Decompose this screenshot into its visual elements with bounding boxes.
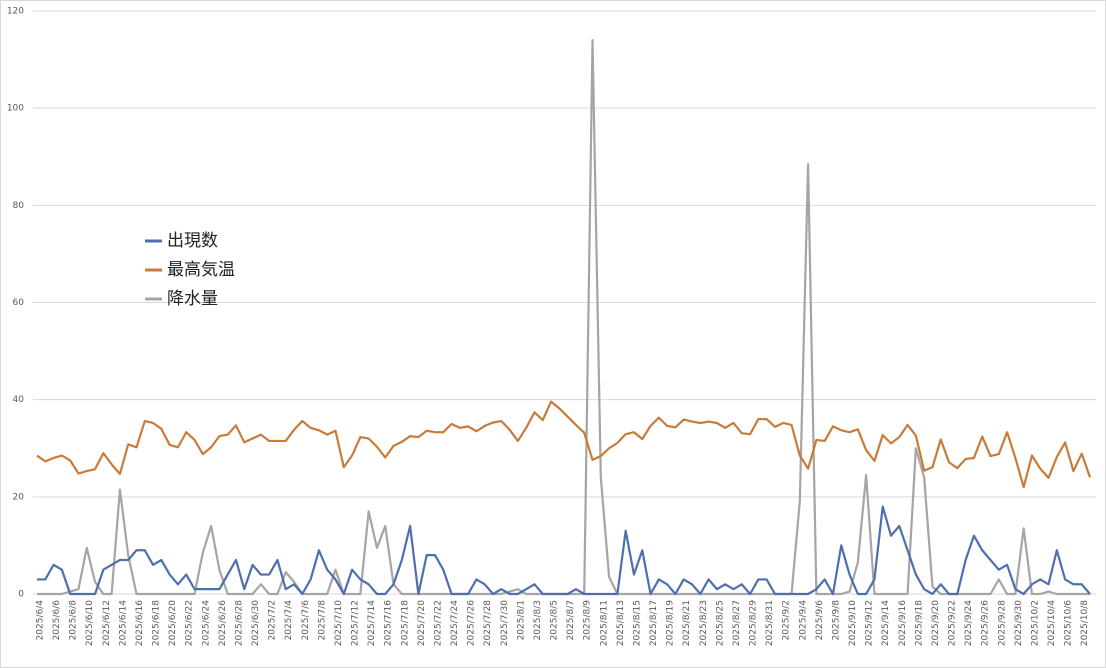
x-tick-label: 2025/8/9: [583, 600, 593, 641]
x-tick-label: 2025/6/4: [36, 600, 46, 641]
x-tick-label: 2025/8/31: [765, 600, 775, 646]
y-tick-label: 60: [13, 298, 25, 308]
x-tick-label: 2025/9/16: [898, 600, 908, 646]
y-tick-label: 100: [7, 104, 24, 114]
series-line: [36, 400, 1092, 489]
x-tick-label: 2025/6/10: [85, 600, 95, 646]
x-tick-label: 2025/7/14: [367, 600, 377, 646]
x-tick-label: 2025/7/30: [500, 600, 510, 646]
x-tick-label: 2025/8/7: [566, 600, 576, 640]
x-tick-label: 2025/7/28: [483, 600, 493, 646]
x-tick-label: 2025/8/3: [533, 600, 543, 640]
x-tick-label: 2025/10/8: [1080, 600, 1090, 646]
x-tick-label: 2025/6/14: [118, 600, 128, 646]
x-tick-label: 2025/6/16: [135, 600, 145, 646]
x-tick-label: 2025/9/12: [865, 600, 875, 646]
x-tick-label: 2025/6/26: [218, 600, 228, 646]
x-tick-label: 2025/9/24: [964, 600, 974, 646]
y-tick-label: 120: [7, 7, 24, 17]
x-tick-label: 2025/10/6: [1064, 600, 1074, 646]
x-tick-label: 2025/6/8: [69, 600, 79, 641]
y-tick-label: 40: [13, 395, 25, 405]
x-tick-label: 2025/9/10: [848, 600, 858, 646]
x-tick-label: 2025/8/21: [682, 600, 692, 646]
legend-label: 最高気温: [167, 260, 235, 280]
x-tick-label: 2025/8/23: [699, 600, 709, 646]
x-tick-label: 2025/7/6: [301, 600, 311, 641]
x-tick-label: 2025/9/20: [931, 600, 941, 646]
legend-label: 出現数: [167, 231, 218, 251]
x-tick-label: 2025/7/18: [400, 600, 410, 646]
x-tick-label: 2025/6/22: [185, 600, 195, 646]
x-tick-label: 2025/9/14: [881, 600, 891, 646]
x-tick-label: 2025/9/2: [782, 600, 792, 640]
x-tick-label: 2025/9/26: [981, 600, 991, 646]
x-tick-label: 2025/7/4: [284, 600, 294, 641]
x-tick-label: 2025/9/30: [1014, 600, 1024, 646]
x-tick-label: 2025/6/12: [102, 600, 112, 646]
x-tick-label: 2025/8/13: [616, 600, 626, 646]
x-tick-label: 2025/10/4: [1047, 600, 1057, 646]
x-tick-label: 2025/7/24: [450, 600, 460, 646]
x-tick-label: 2025/6/6: [52, 600, 62, 641]
x-tick-label: 2025/7/20: [417, 600, 427, 646]
x-tick-label: 2025/9/18: [914, 600, 924, 646]
x-tick-label: 2025/8/1: [516, 600, 526, 640]
y-tick-label: 80: [13, 201, 25, 211]
x-tick-label: 2025/9/28: [997, 600, 1007, 646]
x-tick-label: 2025/9/6: [815, 600, 825, 641]
x-tick-label: 2025/8/29: [749, 600, 759, 646]
x-tick-label: 2025/8/5: [550, 600, 560, 640]
x-tick-label: 2025/9/8: [831, 600, 841, 641]
x-tick-label: 2025/8/19: [666, 600, 676, 646]
x-tick-label: 2025/6/28: [234, 600, 244, 646]
x-tick-label: 2025/7/16: [384, 600, 394, 646]
x-tick-label: 2025/8/11: [599, 600, 609, 646]
x-tick-label: 2025/6/18: [152, 600, 162, 646]
x-tick-label: 2025/7/26: [467, 600, 477, 646]
x-tick-label: 2025/7/22: [433, 600, 443, 646]
x-tick-label: 2025/7/2: [268, 600, 278, 640]
legend-label: 降水量: [167, 289, 218, 309]
x-tick-label: 2025/9/4: [798, 600, 808, 641]
x-tick-label: 2025/9/22: [948, 600, 958, 646]
x-tick-label: 2025/8/27: [732, 600, 742, 646]
x-tick-label: 2025/8/15: [632, 600, 642, 646]
x-tick-label: 2025/8/25: [715, 600, 725, 646]
y-tick-label: 20: [13, 492, 25, 502]
x-tick-label: 2025/8/17: [649, 600, 659, 646]
x-tick-label: 2025/10/2: [1030, 600, 1040, 646]
series-line: [37, 505, 1091, 596]
x-tick-label: 2025/6/20: [168, 600, 178, 646]
x-tick-label: 2025/6/24: [201, 600, 211, 646]
x-tick-label: 2025/7/10: [334, 600, 344, 646]
y-tick-label: 0: [18, 590, 24, 600]
x-tick-label: 2025/7/12: [351, 600, 361, 646]
x-tick-label: 2025/7/8: [317, 600, 327, 641]
x-tick-label: 2025/6/30: [251, 600, 261, 646]
